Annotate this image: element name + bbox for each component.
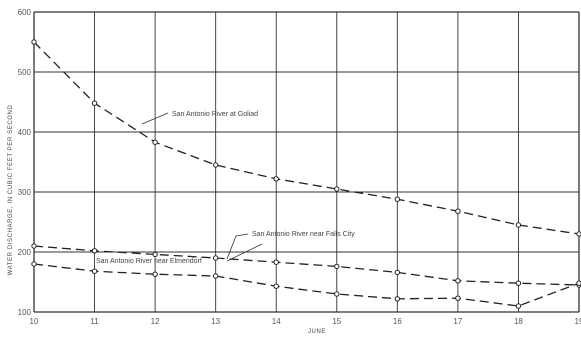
- data-point: [91, 268, 98, 274]
- data-point: [455, 278, 461, 284]
- y-tick-label: 100: [18, 308, 32, 317]
- callout-leader: [226, 243, 263, 262]
- data-point: [273, 259, 279, 265]
- x-tick-label: 16: [393, 317, 402, 326]
- label-layer: 10 11 12 13 14 15 16 17 18 19 100 200 300 400 500 600 Sa…: [18, 8, 581, 326]
- data-point: [273, 283, 279, 289]
- data-point: [576, 280, 581, 286]
- series-line: [33, 263, 580, 307]
- x-tick-label: 14: [272, 317, 281, 326]
- y-tick-label: 600: [18, 8, 32, 17]
- series-label-1: San Antonio River at Goliad: [172, 111, 258, 118]
- data-point: [334, 291, 340, 297]
- series-3: [31, 261, 581, 309]
- callout-leader: [141, 112, 169, 125]
- data-point: [212, 162, 219, 168]
- data-point: [31, 39, 37, 45]
- x-tick-label: 17: [453, 317, 462, 326]
- x-tick-label: 18: [514, 317, 523, 326]
- data-point: [152, 139, 158, 145]
- data-point: [334, 186, 340, 192]
- data-point: [455, 208, 461, 214]
- series-line: [33, 245, 580, 286]
- x-tick-label: 13: [211, 317, 220, 326]
- data-point: [273, 176, 279, 182]
- data-point: [152, 271, 158, 277]
- data-point: [515, 222, 522, 228]
- series-label-2: San Antonio River near Falls City: [252, 231, 355, 238]
- data-point: [212, 273, 219, 279]
- x-tick-label: 11: [90, 317, 99, 326]
- x-tick-label: 19: [575, 317, 581, 326]
- y-tick-label: 400: [18, 128, 32, 137]
- series-layer: [31, 39, 581, 309]
- data-point: [394, 269, 401, 276]
- x-axis-title: JUNE: [308, 329, 326, 335]
- data-point: [394, 196, 401, 202]
- y-tick-label: 300: [18, 188, 32, 197]
- series-label-3: San Antonio River near Elmendorf: [96, 258, 202, 265]
- data-point: [576, 231, 581, 237]
- series-1: [31, 39, 581, 237]
- y-tick-label: 200: [18, 248, 32, 257]
- callout-leader: [226, 233, 249, 260]
- data-point: [91, 100, 98, 106]
- data-point: [31, 261, 37, 267]
- data-point: [334, 263, 340, 270]
- x-tick-label: 15: [332, 317, 341, 326]
- y-tick-label: 500: [18, 68, 32, 77]
- data-point: [31, 243, 37, 249]
- data-point: [212, 255, 219, 261]
- data-point: [91, 248, 98, 254]
- series-line: [33, 41, 580, 235]
- data-point: [152, 251, 158, 258]
- x-tick-label: 10: [30, 317, 39, 326]
- y-axis-title: WATER DISCHARGE, IN CUBIC FEET PER SECON…: [8, 105, 14, 276]
- data-point: [455, 295, 461, 301]
- data-point: [515, 303, 522, 309]
- x-tick-label: 12: [151, 317, 160, 326]
- data-point: [515, 280, 522, 286]
- data-point: [394, 296, 401, 302]
